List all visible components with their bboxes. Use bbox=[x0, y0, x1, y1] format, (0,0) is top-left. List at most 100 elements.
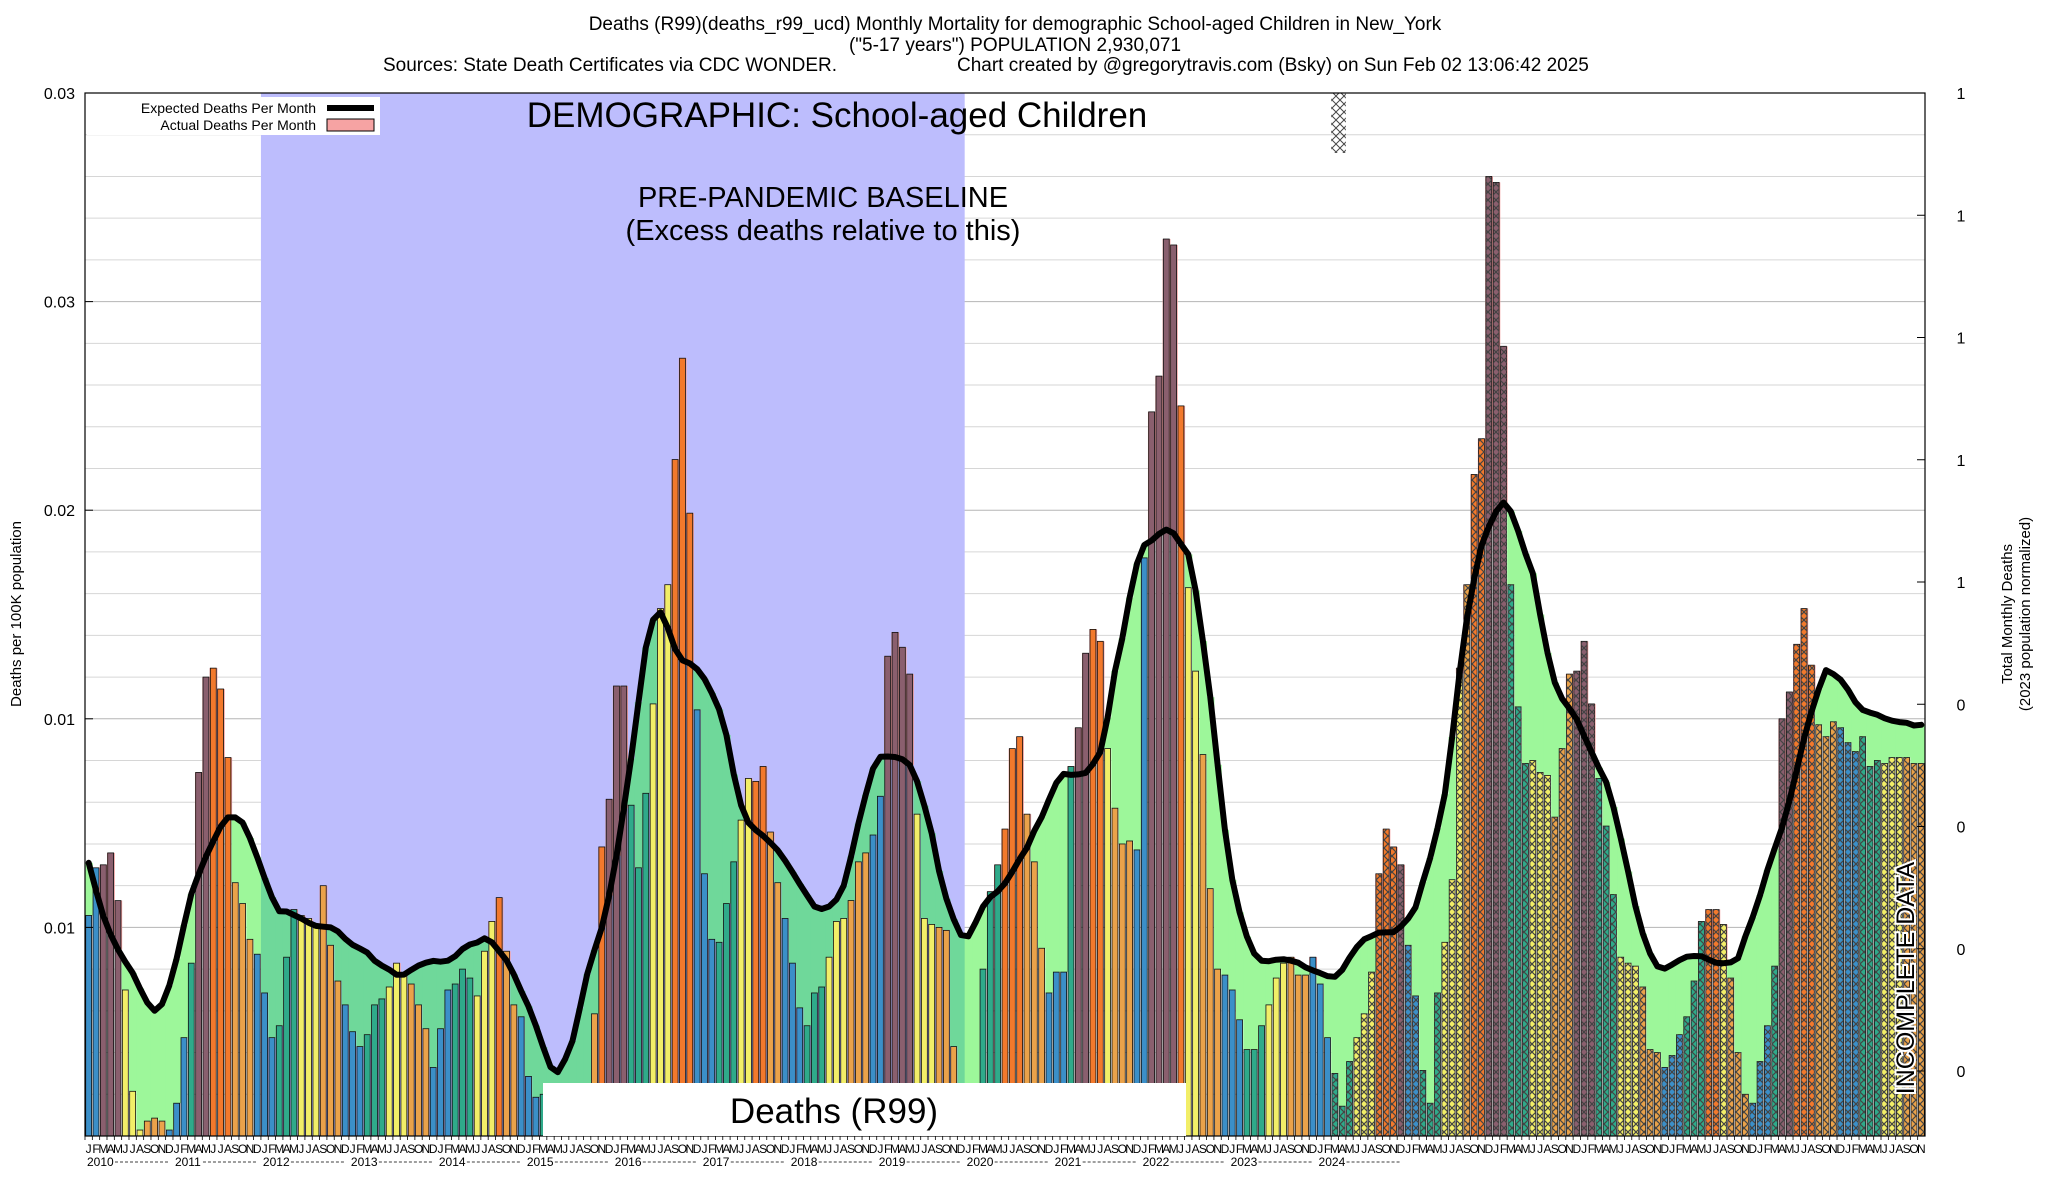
month-label: O bbox=[502, 1142, 511, 1156]
incomplete-hatch bbox=[1632, 966, 1639, 1136]
month-bar bbox=[1258, 1025, 1265, 1136]
excess-fill-segment bbox=[1030, 830, 1039, 862]
month-label: J bbox=[1530, 1142, 1536, 1156]
month-label: A bbox=[195, 1142, 203, 1156]
excess-fill-segment bbox=[1426, 857, 1435, 1104]
incomplete-hatch bbox=[1397, 864, 1404, 1136]
excess-fill-segment bbox=[1741, 936, 1750, 1095]
month-label: M bbox=[1081, 1142, 1091, 1156]
incomplete-hatch bbox=[1837, 727, 1844, 1136]
excess-fill-segment bbox=[957, 935, 966, 1131]
year-label: 2015 bbox=[527, 1155, 554, 1169]
month-label: N bbox=[773, 1142, 782, 1156]
month-bar bbox=[1016, 736, 1024, 1136]
excess-fill-segment bbox=[85, 862, 93, 916]
month-bar bbox=[1148, 411, 1155, 1136]
excess-fill-segment bbox=[1199, 641, 1208, 755]
month-label: J bbox=[1178, 1142, 1184, 1156]
month-bar bbox=[1199, 754, 1207, 1136]
month-label: J bbox=[613, 1142, 619, 1156]
excess-fill-segment bbox=[1763, 870, 1772, 1026]
month-bar bbox=[1309, 956, 1317, 1136]
excess-fill-segment bbox=[1243, 936, 1252, 1050]
excess-fill-segment bbox=[136, 988, 145, 1131]
chart-title: Deaths (R99)(deaths_r99_ucd) Monthly Mor… bbox=[589, 14, 1442, 35]
incomplete-hatch bbox=[1339, 1106, 1346, 1136]
month-bar bbox=[701, 873, 708, 1136]
month-bar bbox=[1324, 1037, 1331, 1136]
incomplete-hatch bbox=[1353, 1037, 1360, 1136]
month-bar bbox=[1177, 405, 1185, 1136]
incomplete-hatch bbox=[1522, 763, 1529, 1136]
month-label: S bbox=[583, 1142, 591, 1156]
month-bar bbox=[891, 631, 899, 1136]
month-label: M bbox=[1858, 1142, 1868, 1156]
month-label: M bbox=[201, 1142, 211, 1156]
month-label: A bbox=[224, 1142, 232, 1156]
month-label: O bbox=[1294, 1142, 1303, 1156]
demographic-label: DEMOGRAPHIC: School-aged Children bbox=[527, 96, 1148, 135]
incomplete-hatch bbox=[1544, 775, 1551, 1136]
excess-fill-segment bbox=[436, 961, 445, 1029]
month-bar bbox=[334, 980, 342, 1136]
month-label: D bbox=[605, 1142, 614, 1156]
month-bar bbox=[451, 983, 459, 1136]
month-label: J bbox=[386, 1142, 392, 1156]
year-label: 2010 bbox=[87, 1155, 114, 1169]
incomplete-hatch bbox=[1705, 909, 1712, 1136]
month-label: A bbox=[898, 1142, 906, 1156]
month-bar bbox=[173, 1102, 180, 1136]
month-label: D bbox=[1309, 1142, 1318, 1156]
month-bar bbox=[869, 834, 877, 1136]
incomplete-hatch bbox=[1852, 751, 1859, 1136]
month-label: M bbox=[1506, 1142, 1516, 1156]
month-label: M bbox=[1242, 1142, 1252, 1156]
month-label: M bbox=[1872, 1142, 1882, 1156]
excess-fill-segment bbox=[788, 872, 797, 964]
legend: Expected Deaths Per Month Actual Deaths … bbox=[87, 97, 380, 135]
month-label: J bbox=[526, 1142, 532, 1156]
excess-fill-segment bbox=[1690, 955, 1699, 982]
excess-fill-segment bbox=[1448, 736, 1457, 880]
excess-fill-segment bbox=[796, 883, 804, 1008]
excess-fill-segment bbox=[964, 936, 973, 1128]
month-label: A bbox=[283, 1142, 291, 1156]
month-bar bbox=[745, 778, 752, 1136]
month-label: N bbox=[949, 1142, 958, 1156]
incomplete-hatch bbox=[1493, 182, 1500, 1136]
month-label: A bbox=[1866, 1142, 1874, 1156]
month-label: J bbox=[474, 1142, 480, 1156]
excess-fill-segment bbox=[1609, 806, 1618, 895]
excess-fill-segment bbox=[334, 931, 343, 982]
incomplete-hatch bbox=[1529, 760, 1536, 1136]
month-label: J bbox=[921, 1142, 927, 1156]
month-label: M bbox=[377, 1142, 387, 1156]
month-label: J bbox=[965, 1142, 971, 1156]
right-tick-label: 0 bbox=[1957, 820, 1966, 837]
month-bar bbox=[935, 927, 943, 1136]
excess-fill-segment bbox=[1639, 933, 1647, 987]
month-label: M bbox=[978, 1142, 988, 1156]
month-label: J bbox=[438, 1142, 444, 1156]
excess-fill-segment bbox=[150, 1010, 159, 1119]
month-label: F bbox=[1236, 1142, 1243, 1156]
month-label: M bbox=[641, 1142, 651, 1156]
month-label: F bbox=[180, 1142, 187, 1156]
excess-fill-segment bbox=[1111, 670, 1120, 809]
month-label: J bbox=[1009, 1142, 1015, 1156]
incomplete-data-label: INCOMPLETE DATA bbox=[1892, 861, 1920, 1094]
month-label: O bbox=[1469, 1142, 1478, 1156]
excess-fill-segment bbox=[341, 938, 350, 1005]
excess-fill-segment bbox=[1265, 961, 1274, 1005]
month-label: M bbox=[1169, 1142, 1179, 1156]
month-bar bbox=[1228, 989, 1236, 1136]
excess-fill-segment bbox=[1529, 573, 1537, 761]
month-label: F bbox=[532, 1142, 539, 1156]
month-bar bbox=[121, 989, 129, 1136]
excess-fill-segment bbox=[1837, 679, 1845, 728]
incomplete-hatch bbox=[1676, 1034, 1683, 1136]
month-label: J bbox=[1757, 1142, 1763, 1156]
month-label: J bbox=[1449, 1142, 1455, 1156]
month-label: N bbox=[1389, 1142, 1398, 1156]
